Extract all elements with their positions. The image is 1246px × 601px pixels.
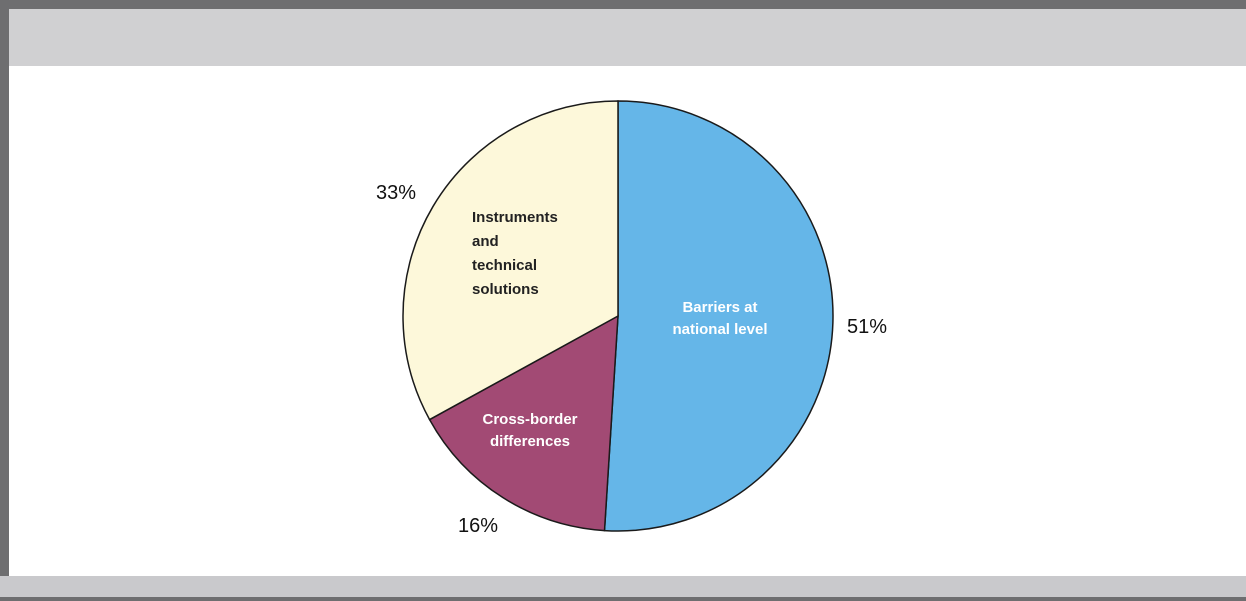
pie-slice — [605, 101, 834, 531]
slice-percentage-label: 51% — [847, 316, 887, 338]
slice-percentage-label: 33% — [376, 182, 416, 204]
slice-percentage-label: 16% — [458, 515, 498, 537]
